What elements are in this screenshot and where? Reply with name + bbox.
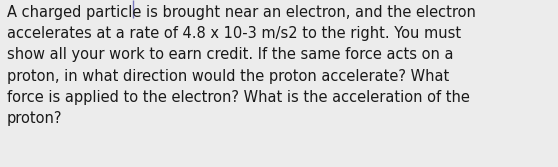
Text: A charged particle is brought near an electron, and the electron
accelerates at : A charged particle is brought near an el… [7,5,475,126]
